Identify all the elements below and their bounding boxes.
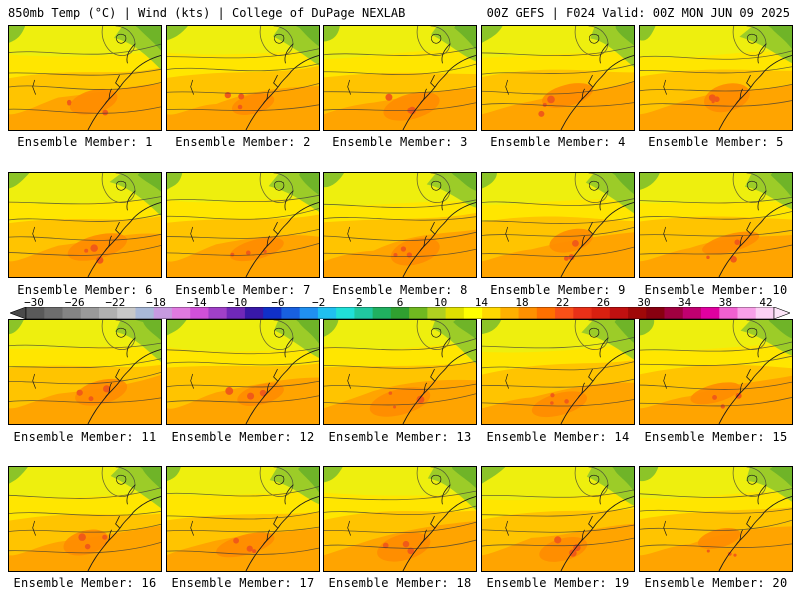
ensemble-member-label: Ensemble Member: 9 [490, 283, 626, 297]
ensemble-member-label: Ensemble Member: 2 [175, 135, 311, 149]
ensemble-member-map[interactable] [639, 319, 793, 425]
ensemble-member-label: Ensemble Member: 8 [332, 283, 468, 297]
ensemble-member-map[interactable] [8, 466, 162, 572]
colorbar-tick-label: −10 [227, 296, 248, 309]
colorbar-tick-label: −6 [271, 296, 285, 309]
ensemble-member-map[interactable] [8, 172, 162, 278]
ensemble-member-map[interactable] [481, 466, 635, 572]
ensemble-member-label: Ensemble Member: 14 [486, 430, 630, 444]
ensemble-member-map[interactable] [8, 25, 162, 131]
ensemble-member-label: Ensemble Member: 20 [644, 576, 788, 590]
ensemble-member-map[interactable] [323, 319, 477, 425]
colorbar-tick-label: 10 [434, 296, 448, 309]
colorbar-tick-label: −14 [186, 296, 207, 309]
ensemble-member-map[interactable] [323, 172, 477, 278]
ensemble-member-map[interactable] [8, 319, 162, 425]
ensemble-member-label: Ensemble Member: 11 [13, 430, 157, 444]
colorbar-tick-label: 34 [678, 296, 692, 309]
ensemble-member-label: Ensemble Member: 5 [648, 135, 784, 149]
colorbar-tick-label: 42 [759, 296, 773, 309]
ensemble-member-label: Ensemble Member: 16 [13, 576, 157, 590]
colorbar-tick-label: −22 [105, 296, 126, 309]
colorbar-tick-label: −30 [24, 296, 44, 309]
colorbar-tick-label: 22 [556, 296, 570, 309]
ensemble-member-map[interactable] [481, 319, 635, 425]
temperature-colorbar [10, 307, 790, 319]
colorbar-tick-label: 2 [356, 296, 363, 309]
ensemble-member-label: Ensemble Member: 17 [171, 576, 315, 590]
ensemble-member-label: Ensemble Member: 6 [17, 283, 153, 297]
valid-time-label: 00Z GEFS | F024 Valid: 00Z MON JUN 09 20… [486, 6, 790, 20]
ensemble-member-map[interactable] [481, 25, 635, 131]
ensemble-member-map[interactable] [323, 25, 477, 131]
ensemble-member-map[interactable] [166, 172, 320, 278]
map-title: 850mb Temp (°C) | Wind (kts) | College o… [8, 6, 406, 20]
ensemble-member-label: Ensemble Member: 10 [644, 283, 788, 297]
ensemble-member-label: Ensemble Member: 18 [328, 576, 472, 590]
colorbar-tick-label: 38 [718, 296, 732, 309]
ensemble-member-label: Ensemble Member: 3 [332, 135, 468, 149]
ensemble-member-label: Ensemble Member: 1 [17, 135, 153, 149]
ensemble-member-map[interactable] [639, 25, 793, 131]
ensemble-member-label: Ensemble Member: 12 [171, 430, 315, 444]
ensemble-member-map[interactable] [166, 25, 320, 131]
colorbar-tick-label: 14 [474, 296, 488, 309]
colorbar-tick-label: −26 [64, 296, 85, 309]
colorbar-tick-label: −2 [312, 296, 326, 309]
ensemble-member-map[interactable] [639, 172, 793, 278]
ensemble-member-label: Ensemble Member: 13 [328, 430, 472, 444]
ensemble-member-label: Ensemble Member: 7 [175, 283, 311, 297]
colorbar-tick-label: −18 [146, 296, 166, 309]
ensemble-member-map[interactable] [166, 466, 320, 572]
ensemble-member-map[interactable] [639, 466, 793, 572]
ensemble-member-map[interactable] [166, 319, 320, 425]
ensemble-member-label: Ensemble Member: 4 [490, 135, 626, 149]
colorbar-tick-label: 30 [637, 296, 651, 309]
colorbar-tick-label: 18 [515, 296, 529, 309]
ensemble-member-map[interactable] [323, 466, 477, 572]
ensemble-member-label: Ensemble Member: 19 [486, 576, 630, 590]
colorbar-tick-label: 26 [596, 296, 610, 309]
ensemble-member-map[interactable] [481, 172, 635, 278]
colorbar-tick-label: 6 [396, 296, 404, 309]
ensemble-member-label: Ensemble Member: 15 [644, 430, 788, 444]
